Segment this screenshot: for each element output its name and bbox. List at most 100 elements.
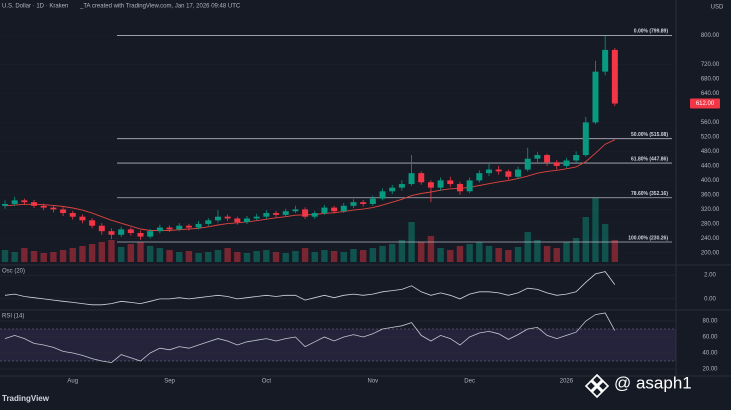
candle-body [582, 122, 589, 156]
volume-bar [243, 253, 251, 262]
volume-bar [389, 244, 396, 262]
volume-bar [59, 250, 67, 262]
candle-body [69, 213, 76, 217]
volume-bar [350, 249, 357, 262]
candle-body [50, 207, 57, 210]
candle-body [447, 180, 454, 185]
y-tick-label: 440.00 [701, 163, 720, 169]
x-tick-label: Aug [67, 379, 78, 385]
volume-bar [195, 253, 202, 262]
volume-bar [514, 247, 522, 262]
volume-bar [108, 240, 115, 262]
y-tick-label: 640.00 [701, 91, 720, 97]
fib-label: 61.80% (447.86) [631, 156, 668, 162]
y-tick-label: 800.00 [701, 33, 720, 39]
candle-body [282, 211, 289, 215]
candle-body [195, 223, 202, 228]
y-tick-label: 560.00 [701, 120, 720, 126]
candle-body [369, 198, 376, 204]
candle-body [466, 180, 473, 192]
volume-bar [437, 248, 444, 262]
candle-body [302, 209, 309, 217]
candle-body [321, 207, 328, 214]
volume-bar [601, 224, 609, 262]
candle-body [398, 184, 405, 188]
y-tick-label: 280.00 [701, 222, 720, 228]
volume-bar [127, 244, 135, 262]
volume-bar [398, 240, 406, 262]
volume-bar [147, 246, 154, 262]
volume-bar [50, 252, 57, 262]
candle-body [515, 169, 522, 177]
candle-body [311, 213, 318, 217]
author-logo [584, 373, 610, 399]
y-tick-label: 400.00 [701, 178, 720, 184]
volume-bar [447, 250, 454, 262]
candle-body [137, 232, 144, 237]
candle-body [505, 171, 512, 177]
indicator-line [4, 312, 616, 364]
fib-label: 78.60% (352.16) [631, 191, 668, 197]
candle-body [156, 227, 163, 232]
author: @ asaph1 [614, 373, 692, 392]
candle-body [476, 173, 483, 181]
chart-subtitle: _TA created with TradingView.com, Jan 17… [79, 4, 241, 10]
indicator-name: RSI (14) [2, 314, 24, 320]
fib-label: 0.00% (799.89) [634, 29, 669, 35]
candle-body [31, 202, 38, 206]
volume-bar [21, 248, 28, 262]
candle-body [118, 229, 125, 235]
volume-bar [185, 251, 193, 262]
y-tick-label: 520.00 [701, 134, 720, 140]
candle-body [214, 216, 221, 221]
volume-bar [379, 246, 386, 262]
volume-bar [524, 232, 531, 262]
volume-bar [40, 253, 47, 262]
volume-bar [88, 244, 96, 262]
candle-body [234, 218, 241, 223]
volume-bar [166, 250, 173, 262]
candle-body [11, 200, 18, 204]
volume-bar [505, 250, 512, 262]
y-tick-label: 680.00 [701, 76, 720, 82]
candle-body [495, 169, 502, 172]
volume-bar [272, 252, 280, 262]
candle-body [147, 231, 154, 237]
volume-bar [572, 238, 580, 262]
volume-bar [330, 251, 338, 262]
indicator-band [0, 329, 676, 361]
volume-bar [466, 244, 473, 262]
candle-body [224, 216, 231, 219]
candle-body [389, 187, 396, 192]
y-tick-label: 2.00 [704, 273, 716, 279]
y-tick-label: 60.00 [702, 335, 718, 341]
candle-body [408, 173, 415, 185]
candle-body [40, 205, 47, 208]
candle-body [331, 207, 338, 212]
x-tick-label: Sep [164, 379, 175, 385]
candle-body [437, 180, 444, 188]
volume-bar [292, 251, 299, 262]
logo [584, 373, 610, 399]
volume-bar [534, 240, 541, 262]
volume-bar [1, 250, 9, 262]
candle-body [340, 205, 347, 212]
watermark: TradingView [2, 394, 50, 403]
currency-label: USD [711, 5, 724, 11]
volume-bar [205, 252, 212, 262]
candle-body [379, 191, 386, 199]
x-tick-label: Oct [262, 379, 272, 385]
volume-bar [592, 198, 599, 262]
volume-bar [301, 248, 309, 262]
candle-body [98, 225, 105, 232]
y-tick-label: 80.00 [702, 319, 718, 325]
candle-body [166, 227, 173, 230]
candle-body [563, 160, 570, 166]
candle-body [553, 162, 560, 166]
y-tick-label: 360.00 [701, 192, 720, 198]
y-tick-label: 240.00 [701, 236, 720, 242]
y-tick-label: 200.00 [701, 251, 720, 257]
candle-body [89, 220, 96, 226]
volume-bar [117, 247, 125, 262]
